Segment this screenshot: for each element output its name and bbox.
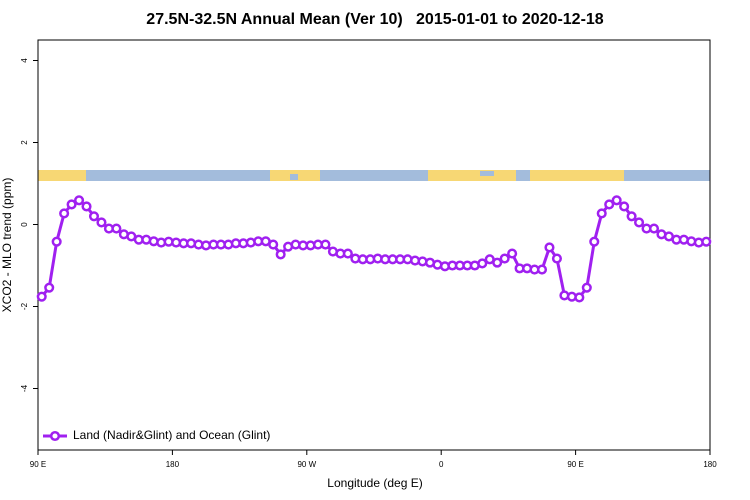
legend-marker [49,430,61,442]
data-point [626,211,637,222]
data-point [66,199,77,210]
data-point [81,201,92,212]
data-point [320,239,331,250]
data-point [59,208,70,219]
chart-title: 27.5N-32.5N Annual Mean (Ver 10) 2015-01… [146,11,604,28]
data-point [551,253,562,264]
x-tick-label: 180 [166,460,180,469]
data-point [477,258,488,269]
plot-frame [37,39,711,451]
y-tick-label: 0 [20,222,29,227]
data-point [88,211,100,222]
ocean-band [480,171,494,176]
y-tick-label: -4 [20,384,29,392]
data-point [581,282,592,293]
data-point [596,208,607,219]
data-point [44,282,55,293]
data-point [507,248,518,259]
data-point [634,217,645,228]
data-point [589,236,600,247]
x-tick-label: 90 E [567,460,583,469]
data-point [536,264,548,275]
data-point [74,195,85,206]
data-point [268,239,279,250]
data-point [492,257,503,268]
x-tick-label: 90 W [297,460,316,469]
data-point [111,223,122,234]
data-point [96,217,107,228]
data-point [619,201,630,212]
data-point [701,236,712,247]
ocean-band [290,174,298,180]
y-tick-label: 2 [20,140,29,145]
land-band [428,170,516,181]
x-tick-label: 90 E [30,460,46,469]
data-point [544,242,555,253]
y-tick-label: -2 [20,302,29,310]
data-point [611,195,622,206]
y-axis-label: XCO2 - MLO trend (ppm) [0,178,14,313]
x-axis-label: Longitude (deg E) [327,476,422,490]
land-band [38,170,86,181]
data-line [40,198,707,300]
land-band [530,170,624,181]
x-tick-label: 180 [703,460,717,469]
data-point [604,199,615,210]
data-point [499,253,510,264]
x-tick-label: 0 [439,460,444,469]
land-mask [38,170,710,181]
data-point [648,223,660,234]
ocean-band [38,170,710,181]
y-tick-label: 4 [20,58,29,63]
data-point [36,291,47,302]
legend-label: Land (Nadir&Glint) and Ocean (Glint) [73,428,270,442]
data-point [342,248,353,259]
data-point [275,249,286,260]
data-point [574,292,585,303]
data-point [51,236,62,247]
